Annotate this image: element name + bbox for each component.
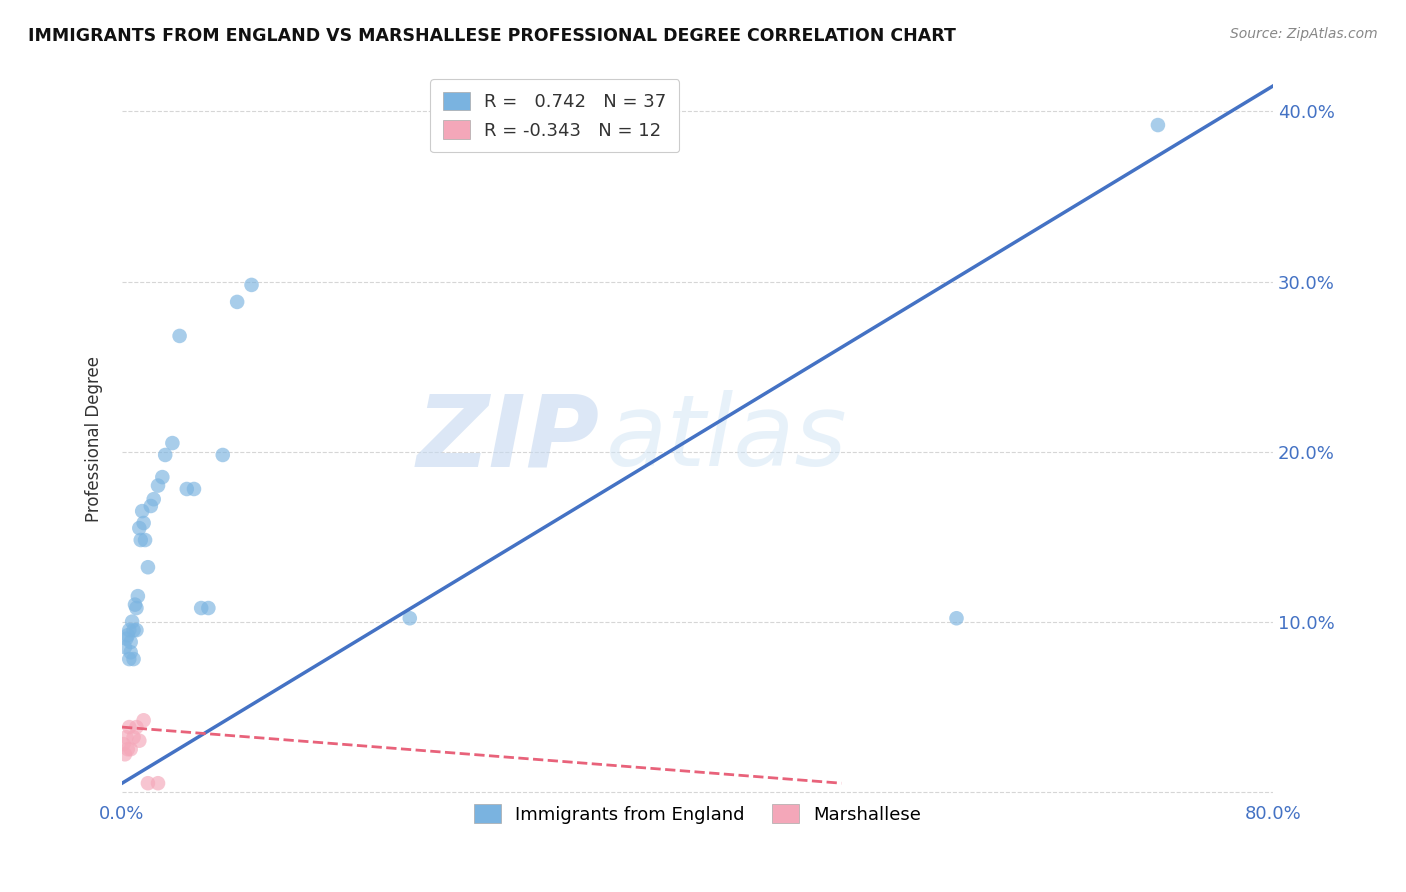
Point	[115, 731, 138, 745]
Point	[125, 623, 148, 637]
Legend: Immigrants from England, Marshallese: Immigrants from England, Marshallese	[463, 794, 932, 835]
Point	[120, 742, 142, 756]
Point	[131, 504, 153, 518]
Point	[169, 329, 191, 343]
Point	[146, 478, 169, 492]
Text: ZIP: ZIP	[416, 391, 600, 487]
Point	[139, 499, 162, 513]
Text: IMMIGRANTS FROM ENGLAND VS MARSHALLESE PROFESSIONAL DEGREE CORRELATION CHART: IMMIGRANTS FROM ENGLAND VS MARSHALLESE P…	[28, 27, 956, 45]
Point	[129, 533, 152, 547]
Point	[136, 560, 159, 574]
Point	[136, 776, 159, 790]
Point	[150, 470, 173, 484]
Point	[122, 652, 145, 666]
Point	[183, 482, 205, 496]
Point	[132, 516, 155, 530]
Point	[115, 632, 138, 646]
Point	[211, 448, 233, 462]
Point	[398, 611, 420, 625]
Point	[120, 645, 142, 659]
Point	[197, 601, 219, 615]
Point	[162, 436, 184, 450]
Text: Source: ZipAtlas.com: Source: ZipAtlas.com	[1230, 27, 1378, 41]
Point	[122, 623, 145, 637]
Point	[120, 635, 142, 649]
Point	[176, 482, 198, 496]
Point	[117, 742, 139, 756]
Point	[134, 533, 156, 547]
Point	[112, 737, 135, 751]
Y-axis label: Professional Degree: Professional Degree	[86, 356, 103, 522]
Point	[121, 615, 143, 629]
Text: atlas: atlas	[606, 391, 846, 487]
Point	[945, 611, 967, 625]
Point	[114, 640, 136, 655]
Point	[125, 720, 148, 734]
Point	[142, 492, 165, 507]
Point	[117, 628, 139, 642]
Point	[127, 589, 149, 603]
Point	[128, 733, 150, 747]
Point	[240, 277, 263, 292]
Point	[125, 601, 148, 615]
Point	[226, 294, 249, 309]
Point	[155, 448, 177, 462]
Point	[128, 521, 150, 535]
Point	[122, 731, 145, 745]
Point	[132, 713, 155, 727]
Point	[146, 776, 169, 790]
Point	[1147, 118, 1170, 132]
Point	[114, 747, 136, 762]
Point	[118, 652, 141, 666]
Point	[190, 601, 212, 615]
Point	[118, 720, 141, 734]
Point	[118, 623, 141, 637]
Point	[124, 598, 146, 612]
